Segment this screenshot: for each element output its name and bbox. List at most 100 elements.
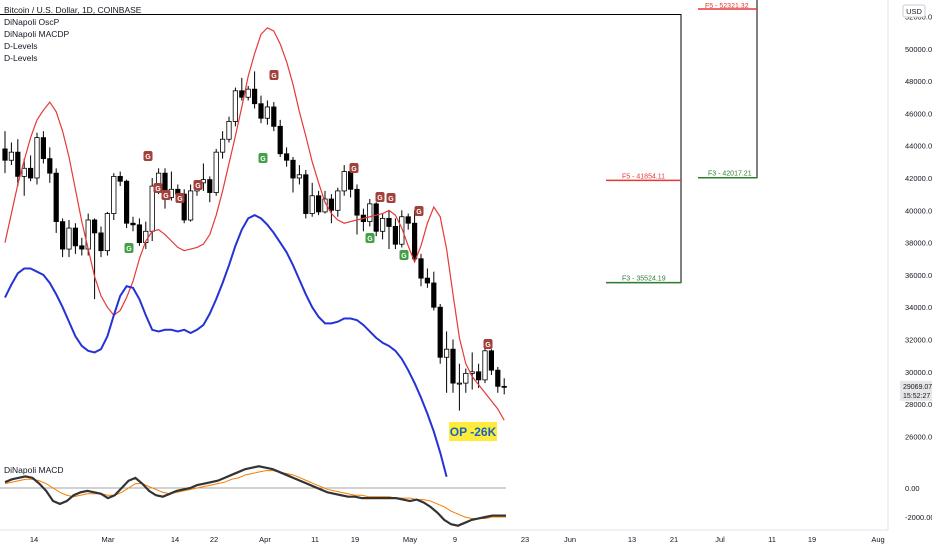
candle-body-down <box>495 369 501 387</box>
candle-body-down <box>15 151 21 177</box>
candle <box>463 368 469 393</box>
candle-body-down <box>60 221 66 250</box>
candle <box>232 87 238 127</box>
candle <box>27 155 34 182</box>
candle <box>136 218 142 246</box>
candle <box>469 352 475 390</box>
sell-marker[interactable]: G <box>143 151 153 161</box>
sell-marker[interactable]: G <box>483 339 493 349</box>
candle-body-up <box>309 195 315 214</box>
price-tick-label: 44000.00 <box>905 142 932 151</box>
last-price-label: 29069.07 <box>903 384 932 391</box>
indicator-label[interactable]: DiNapoli MACDP <box>4 29 70 39</box>
candle <box>354 184 360 235</box>
candle <box>162 168 168 209</box>
candle-body-down <box>207 179 213 193</box>
sell-marker[interactable]: G <box>175 193 185 203</box>
candle-body-down <box>488 350 495 371</box>
candle <box>245 85 251 101</box>
marker-letter: G <box>163 193 169 200</box>
time-tick-label: 22 <box>210 535 218 544</box>
candle <box>328 194 335 224</box>
marker-bg <box>386 193 396 203</box>
candle-body-down <box>2 148 8 161</box>
candle <box>431 271 437 311</box>
candle-body-down <box>475 371 482 381</box>
candle <box>367 198 373 227</box>
annotation-box[interactable] <box>449 422 497 441</box>
sell-marker[interactable]: G <box>386 193 396 203</box>
price-tick-label: 32000.00 <box>905 336 932 345</box>
marker-letter: G <box>271 73 277 80</box>
candle-body-up <box>264 106 271 119</box>
candle-body-down <box>53 172 59 223</box>
time-tick-label: 19 <box>808 535 816 544</box>
annotation-text: OP -26K <box>450 425 497 439</box>
candle-body-down <box>328 198 335 211</box>
candle-body-down <box>251 88 258 105</box>
currency-badge[interactable] <box>902 4 926 18</box>
marker-bg <box>258 153 268 163</box>
candle <box>2 131 8 174</box>
indicator-label[interactable]: DiNapoli OscP <box>4 17 60 27</box>
candle <box>373 202 379 237</box>
price-tick-label: 48000.00 <box>905 77 932 86</box>
time-tick-label: 14 <box>30 535 38 544</box>
price-tick-label: 30000.00 <box>905 368 932 377</box>
candle <box>117 171 123 187</box>
sell-marker[interactable]: G <box>161 190 171 200</box>
marker-bg <box>143 151 153 161</box>
candle-body-up <box>187 190 194 221</box>
sell-marker[interactable]: G <box>375 192 385 202</box>
candle <box>392 218 399 250</box>
candle-body-down <box>405 216 411 224</box>
fib-level-label: F5 - 41854.11 <box>622 173 665 180</box>
price-tick-label: 46000.00 <box>905 109 932 118</box>
candle <box>53 168 59 233</box>
candle <box>309 182 315 217</box>
candle <box>92 218 98 300</box>
candle <box>482 345 488 384</box>
candle <box>251 71 258 109</box>
time-tick-label: May <box>403 535 417 544</box>
sell-marker[interactable]: G <box>349 163 359 173</box>
indicator-lines <box>4 27 505 478</box>
candle-body-up <box>213 151 219 193</box>
macd-tick-label: 0.00 <box>905 484 920 493</box>
buy-marker[interactable]: G <box>124 243 134 253</box>
indicator-label[interactable]: D-Levels <box>4 41 38 51</box>
candle-body-down <box>373 203 379 232</box>
time-tick-label: 13 <box>628 535 636 544</box>
macd-line <box>4 465 506 527</box>
price-tick-label: 26000.00 <box>905 432 932 441</box>
buy-marker[interactable]: G <box>365 233 375 243</box>
marker-letter: G <box>485 342 491 349</box>
candle <box>303 169 309 219</box>
sell-marker[interactable]: G <box>269 70 279 80</box>
candle-body-down <box>290 159 296 179</box>
macd-title[interactable]: DiNapoli MACD <box>4 465 64 475</box>
candle <box>271 102 277 132</box>
candle-body-down <box>277 125 283 155</box>
time-tick-label: Apr <box>259 535 271 544</box>
buy-marker[interactable]: G <box>399 250 409 260</box>
candle <box>315 190 322 216</box>
sell-marker[interactable]: G <box>153 183 163 193</box>
macd-tick-label: -2000.00 <box>905 513 932 522</box>
candle-body-up <box>219 138 226 153</box>
marker-letter: G <box>126 246 132 253</box>
candle-body-up <box>245 88 251 98</box>
price-tick-label: 36000.00 <box>905 271 932 280</box>
candle <box>40 131 47 164</box>
candle <box>213 148 219 196</box>
candle-body-up <box>226 121 232 140</box>
sell-marker[interactable]: G <box>193 180 203 190</box>
candle <box>283 147 290 167</box>
buy-marker[interactable]: G <box>258 153 268 163</box>
sell-marker[interactable]: G <box>414 206 424 216</box>
candle <box>130 216 136 232</box>
candle-body-up <box>443 348 450 358</box>
indicator-label[interactable]: D-Levels <box>4 53 38 63</box>
price-tick-label: 28000.00 <box>905 400 932 409</box>
